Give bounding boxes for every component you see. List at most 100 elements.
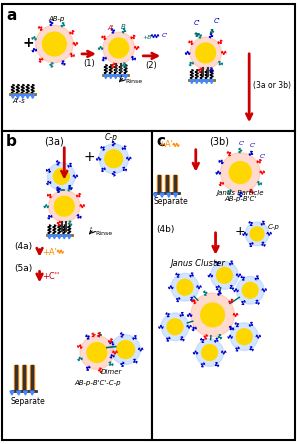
Bar — [165, 174, 169, 192]
Polygon shape — [57, 235, 61, 239]
Polygon shape — [200, 79, 204, 83]
Text: (3b): (3b) — [209, 137, 230, 147]
Bar — [23, 365, 25, 390]
Text: +: + — [83, 150, 95, 164]
Text: Separate: Separate — [154, 197, 188, 206]
Text: Janus Cluster: Janus Cluster — [170, 258, 225, 267]
Circle shape — [36, 25, 73, 63]
Text: (4b): (4b) — [156, 226, 175, 234]
Bar — [30, 365, 34, 390]
Polygon shape — [16, 95, 20, 99]
Bar — [174, 174, 176, 192]
Circle shape — [190, 37, 221, 69]
Text: A': A' — [107, 25, 114, 31]
Polygon shape — [210, 79, 214, 83]
Circle shape — [177, 279, 193, 295]
Text: B: B — [121, 24, 125, 30]
Circle shape — [191, 293, 234, 337]
Circle shape — [53, 169, 69, 184]
Text: AB-p-B'C'-C-p: AB-p-B'C'-C-p — [74, 380, 121, 386]
Polygon shape — [174, 193, 178, 197]
Polygon shape — [167, 193, 171, 197]
Circle shape — [167, 319, 183, 335]
Bar — [22, 365, 26, 390]
Circle shape — [43, 32, 66, 56]
Polygon shape — [26, 95, 30, 99]
Circle shape — [87, 343, 107, 362]
Text: Rinse: Rinse — [126, 79, 143, 83]
Text: (3a): (3a) — [44, 137, 64, 147]
Bar — [2, 4, 295, 131]
Text: AB-p-B'C': AB-p-B'C' — [224, 196, 256, 202]
Text: (3a or 3b): (3a or 3b) — [253, 81, 291, 90]
Polygon shape — [160, 193, 164, 197]
Text: (1): (1) — [83, 59, 95, 68]
Circle shape — [245, 222, 269, 246]
Circle shape — [230, 323, 258, 351]
Polygon shape — [17, 391, 21, 395]
Polygon shape — [205, 79, 208, 83]
Circle shape — [250, 227, 264, 241]
Text: C-p: C-p — [268, 224, 280, 230]
Circle shape — [171, 274, 199, 301]
Polygon shape — [23, 391, 27, 395]
Circle shape — [109, 38, 128, 58]
Bar — [15, 365, 17, 390]
Text: C': C' — [194, 20, 200, 26]
Text: AB-p: AB-p — [48, 16, 64, 22]
Text: Dimer: Dimer — [101, 369, 122, 375]
Circle shape — [111, 335, 140, 365]
Circle shape — [236, 329, 252, 345]
Text: C': C' — [260, 154, 266, 159]
Text: +A': +A' — [43, 248, 57, 257]
Text: b: b — [6, 134, 17, 149]
Circle shape — [217, 267, 232, 283]
Text: a: a — [6, 8, 16, 24]
Polygon shape — [21, 95, 25, 99]
Polygon shape — [10, 391, 14, 395]
Text: +: + — [23, 36, 34, 50]
Polygon shape — [67, 235, 71, 239]
Circle shape — [103, 32, 134, 64]
Circle shape — [161, 313, 189, 341]
Bar — [173, 174, 177, 192]
Bar — [158, 174, 160, 192]
Circle shape — [196, 43, 216, 63]
Polygon shape — [195, 79, 199, 83]
Text: C': C' — [214, 18, 220, 24]
Circle shape — [105, 150, 123, 168]
Polygon shape — [47, 235, 51, 239]
Text: Rinse: Rinse — [95, 231, 112, 236]
Polygon shape — [104, 75, 108, 79]
Circle shape — [99, 144, 128, 174]
Text: +B': +B' — [142, 35, 154, 40]
Circle shape — [48, 190, 80, 222]
Bar — [166, 174, 168, 192]
Circle shape — [202, 345, 218, 361]
Text: Separate: Separate — [10, 397, 45, 406]
Text: C': C' — [250, 143, 256, 148]
Text: C': C' — [162, 33, 168, 38]
Text: c: c — [156, 134, 165, 149]
Circle shape — [230, 162, 251, 183]
Text: C-p: C-p — [104, 133, 117, 142]
Bar — [152, 131, 295, 440]
Polygon shape — [190, 79, 194, 83]
Bar — [14, 365, 18, 390]
Circle shape — [117, 341, 134, 358]
Text: Janus Particle: Janus Particle — [217, 190, 264, 196]
Text: (5a): (5a) — [14, 264, 32, 273]
Polygon shape — [153, 193, 157, 197]
Polygon shape — [11, 95, 15, 99]
Bar — [2, 131, 152, 440]
Text: (4a): (4a) — [14, 242, 32, 251]
Polygon shape — [114, 75, 118, 79]
Polygon shape — [119, 75, 123, 79]
Text: +A': +A' — [158, 140, 173, 149]
Circle shape — [236, 276, 264, 304]
Text: A'-s: A'-s — [12, 99, 25, 104]
Circle shape — [47, 163, 75, 190]
Polygon shape — [31, 95, 34, 99]
Circle shape — [211, 262, 238, 289]
Text: +C'': +C'' — [43, 272, 60, 281]
